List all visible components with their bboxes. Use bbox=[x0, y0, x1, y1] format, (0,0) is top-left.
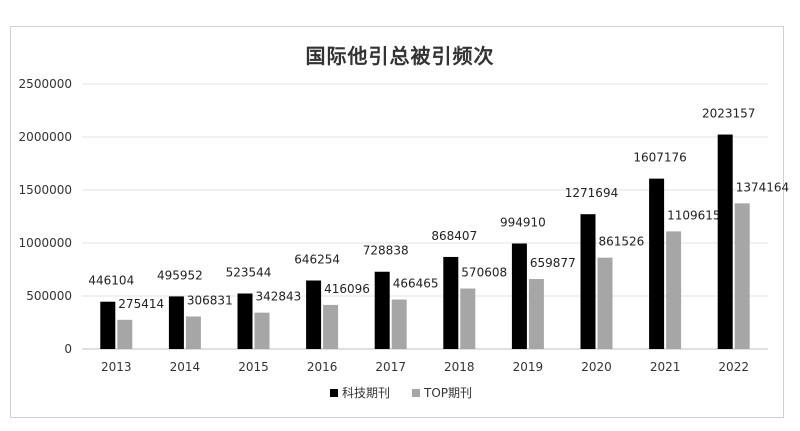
bar bbox=[460, 288, 476, 349]
data-label: 306831 bbox=[187, 293, 233, 307]
x-tick-label: 2013 bbox=[101, 360, 132, 374]
bar bbox=[374, 271, 390, 349]
bar bbox=[580, 214, 596, 349]
y-tick-label: 0 bbox=[64, 342, 72, 356]
bar bbox=[649, 178, 665, 349]
legend-label: 科技期刊 bbox=[342, 386, 390, 400]
bar bbox=[666, 231, 682, 349]
data-label: 646254 bbox=[294, 252, 340, 266]
data-label: 570608 bbox=[461, 266, 507, 280]
data-label: 523544 bbox=[226, 266, 272, 280]
bar bbox=[323, 304, 339, 349]
bar bbox=[117, 319, 133, 349]
data-label: 1271694 bbox=[565, 186, 618, 200]
bar bbox=[237, 293, 253, 349]
data-label: 1607176 bbox=[633, 151, 686, 165]
y-tick-label: 2000000 bbox=[19, 130, 72, 144]
bar bbox=[185, 316, 201, 349]
legend-label: TOP期刊 bbox=[423, 386, 472, 400]
x-tick-label: 2022 bbox=[718, 360, 749, 374]
y-tick-label: 2500000 bbox=[19, 77, 72, 91]
data-label: 2023157 bbox=[702, 107, 755, 121]
legend-swatch bbox=[412, 389, 420, 397]
bar bbox=[391, 299, 407, 349]
data-label: 342843 bbox=[256, 290, 302, 304]
bar bbox=[254, 312, 270, 349]
data-label: 1109615 bbox=[667, 208, 720, 222]
bar bbox=[528, 279, 544, 349]
data-label: 466465 bbox=[393, 277, 439, 291]
y-tick-label: 1000000 bbox=[19, 236, 72, 250]
data-label: 275414 bbox=[118, 297, 164, 311]
data-label: 728838 bbox=[363, 244, 409, 258]
x-tick-label: 2015 bbox=[238, 360, 269, 374]
chart-title: 国际他引总被引频次 bbox=[305, 44, 495, 68]
legend-swatch bbox=[330, 389, 338, 397]
data-label: 861526 bbox=[599, 235, 645, 249]
data-label: 495952 bbox=[157, 268, 203, 282]
data-label: 994910 bbox=[500, 216, 546, 230]
x-tick-label: 2021 bbox=[650, 360, 681, 374]
data-label: 659877 bbox=[530, 256, 576, 270]
x-tick-label: 2017 bbox=[375, 360, 406, 374]
x-tick-label: 2019 bbox=[513, 360, 544, 374]
chart-frame bbox=[10, 26, 784, 418]
x-tick-label: 2016 bbox=[307, 360, 338, 374]
bar bbox=[168, 296, 184, 349]
bar bbox=[443, 256, 459, 349]
data-label: 868407 bbox=[431, 229, 477, 243]
bar bbox=[734, 203, 750, 349]
bar bbox=[511, 243, 527, 349]
bar bbox=[100, 301, 116, 349]
bar bbox=[306, 280, 322, 349]
data-label: 446104 bbox=[88, 274, 134, 288]
x-tick-label: 2014 bbox=[170, 360, 201, 374]
bar bbox=[717, 134, 733, 349]
data-label: 1374164 bbox=[736, 180, 789, 194]
x-tick-label: 2018 bbox=[444, 360, 475, 374]
x-tick-label: 2020 bbox=[581, 360, 612, 374]
y-tick-label: 500000 bbox=[26, 289, 72, 303]
y-tick-label: 1500000 bbox=[19, 183, 72, 197]
data-label: 416096 bbox=[324, 282, 370, 296]
bar bbox=[597, 257, 613, 349]
